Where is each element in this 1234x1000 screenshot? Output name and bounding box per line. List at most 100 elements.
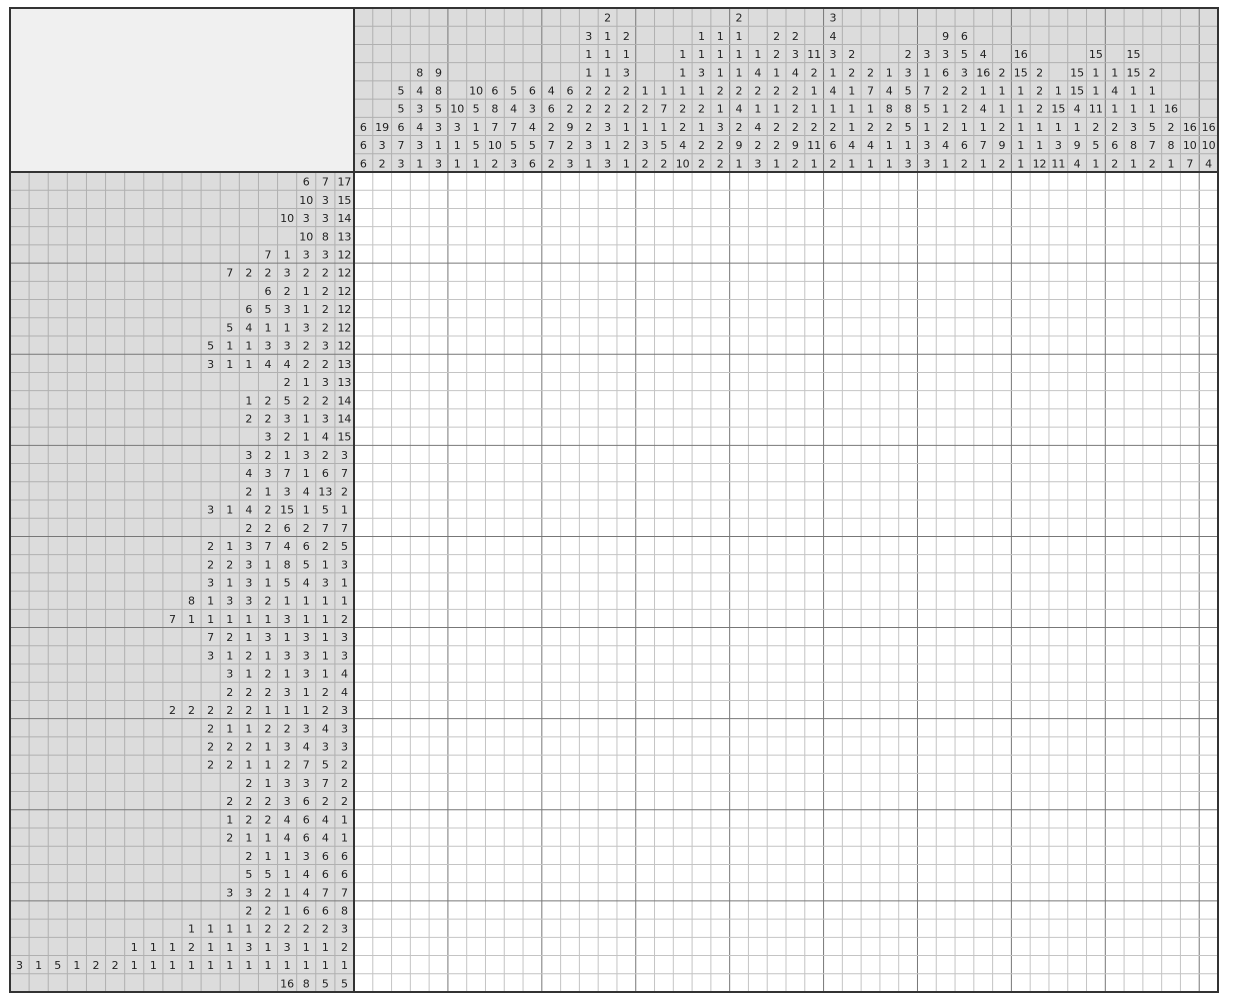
column-clue-number: 1 bbox=[829, 66, 836, 79]
column-clue-number: 4 bbox=[1074, 157, 1081, 170]
column-clue-number: 7 bbox=[510, 121, 517, 134]
column-clue-number: 5 bbox=[529, 139, 536, 152]
column-clue-number: 1 bbox=[698, 121, 705, 134]
column-clue-number: 1 bbox=[585, 48, 592, 61]
row-clue-number: 12 bbox=[337, 303, 351, 316]
column-clue-number: 2 bbox=[886, 121, 893, 134]
column-clue-number: 4 bbox=[848, 139, 855, 152]
row-clue-number: 7 bbox=[322, 522, 329, 535]
column-clue-number: 1 bbox=[736, 157, 743, 170]
row-clue-number: 2 bbox=[207, 540, 214, 553]
row-clue-number: 14 bbox=[337, 394, 351, 407]
column-clue-number: 2 bbox=[999, 157, 1006, 170]
column-clue-number: 3 bbox=[961, 66, 968, 79]
column-clue-number: 3 bbox=[754, 157, 761, 170]
row-clue-number: 7 bbox=[341, 522, 348, 535]
row-clue-number: 2 bbox=[265, 668, 272, 681]
row-clue-number: 1 bbox=[284, 886, 291, 899]
row-clue-number: 2 bbox=[245, 522, 252, 535]
column-clue-number: 2 bbox=[698, 103, 705, 116]
row-clue-number: 13 bbox=[337, 376, 351, 389]
column-clue-number: 5 bbox=[397, 103, 404, 116]
row-clue-number: 1 bbox=[265, 832, 272, 845]
column-clue-number: 4 bbox=[1205, 157, 1212, 170]
row-clue-number: 5 bbox=[245, 868, 252, 881]
column-clue-number: 2 bbox=[773, 139, 780, 152]
row-clue-number: 3 bbox=[245, 558, 252, 571]
row-clue-number: 5 bbox=[207, 340, 214, 353]
row-clue-number: 1 bbox=[284, 595, 291, 608]
row-clue-number: 17 bbox=[337, 176, 351, 189]
column-clue-number: 4 bbox=[1111, 85, 1118, 98]
row-clue-number: 3 bbox=[265, 431, 272, 444]
column-clue-number: 2 bbox=[585, 85, 592, 98]
row-clue-number: 3 bbox=[284, 485, 291, 498]
row-clue-number: 1 bbox=[284, 631, 291, 644]
row-clue-number: 1 bbox=[341, 813, 348, 826]
column-clue-number: 2 bbox=[698, 139, 705, 152]
column-clue-number: 2 bbox=[1149, 157, 1156, 170]
column-clue-number: 1 bbox=[811, 103, 818, 116]
row-clue-number: 1 bbox=[284, 704, 291, 717]
column-clue-number: 2 bbox=[567, 139, 574, 152]
row-clue-number: 1 bbox=[131, 959, 138, 972]
row-clue-number: 1 bbox=[207, 959, 214, 972]
column-clue-number: 1 bbox=[604, 48, 611, 61]
column-clue-number: 3 bbox=[623, 66, 630, 79]
row-clue-number: 3 bbox=[303, 850, 310, 863]
column-clue-number: 1 bbox=[1130, 103, 1137, 116]
row-clue-number: 3 bbox=[303, 722, 310, 735]
row-clue-number: 16 bbox=[280, 977, 294, 990]
row-clue-number: 2 bbox=[284, 376, 291, 389]
row-clue-number: 4 bbox=[284, 358, 291, 371]
row-clue-number: 1 bbox=[245, 668, 252, 681]
column-clue-number: 9 bbox=[999, 139, 1006, 152]
column-clue-number: 2 bbox=[717, 85, 724, 98]
row-clue-number: 2 bbox=[188, 704, 195, 717]
row-clue-number: 4 bbox=[245, 504, 252, 517]
column-clue-number: 2 bbox=[961, 103, 968, 116]
column-clue-number: 1 bbox=[435, 139, 442, 152]
row-clue-number: 5 bbox=[341, 540, 348, 553]
row-clue-number: 14 bbox=[337, 212, 351, 225]
row-clue-number: 1 bbox=[265, 759, 272, 772]
row-clue-number: 1 bbox=[207, 613, 214, 626]
row-clue-number: 1 bbox=[284, 321, 291, 334]
row-clue-number: 1 bbox=[169, 959, 176, 972]
row-clue-number: 3 bbox=[303, 321, 310, 334]
column-clue-number: 1 bbox=[848, 121, 855, 134]
column-clue-number: 1 bbox=[1055, 85, 1062, 98]
row-clue-number: 1 bbox=[169, 941, 176, 954]
row-clue-number: 2 bbox=[341, 941, 348, 954]
column-clue-number: 2 bbox=[792, 103, 799, 116]
column-clue-number: 1 bbox=[829, 103, 836, 116]
column-clue-number: 1 bbox=[454, 139, 461, 152]
column-clue-number: 1 bbox=[999, 85, 1006, 98]
row-clue-number: 7 bbox=[265, 540, 272, 553]
column-clue-number: 10 bbox=[469, 85, 483, 98]
row-clue-number: 13 bbox=[337, 358, 351, 371]
column-clue-number: 1 bbox=[905, 139, 912, 152]
row-clue-number: 1 bbox=[303, 431, 310, 444]
column-clue-number: 1 bbox=[923, 66, 930, 79]
row-clue-number: 6 bbox=[341, 868, 348, 881]
row-clue-number: 15 bbox=[280, 504, 294, 517]
column-clue-number: 3 bbox=[829, 12, 836, 25]
row-clue-number: 3 bbox=[207, 504, 214, 517]
row-clue-number: 1 bbox=[284, 249, 291, 262]
row-clue-number: 12 bbox=[337, 340, 351, 353]
column-clue-number: 1 bbox=[1111, 103, 1118, 116]
column-clue-number: 1 bbox=[1149, 103, 1156, 116]
column-clue-number: 6 bbox=[1111, 139, 1118, 152]
row-clue-number: 5 bbox=[322, 759, 329, 772]
row-clue-number: 3 bbox=[226, 595, 233, 608]
row-clue-number: 1 bbox=[265, 959, 272, 972]
column-clue-number: 1 bbox=[1017, 103, 1024, 116]
row-clue-number: 1 bbox=[245, 394, 252, 407]
column-clue-number: 3 bbox=[1130, 121, 1137, 134]
column-clue-number: 6 bbox=[360, 157, 367, 170]
row-clue-number: 2 bbox=[303, 394, 310, 407]
column-clue-number: 3 bbox=[923, 139, 930, 152]
row-clue-number: 5 bbox=[265, 868, 272, 881]
row-clue-number: 1 bbox=[322, 613, 329, 626]
